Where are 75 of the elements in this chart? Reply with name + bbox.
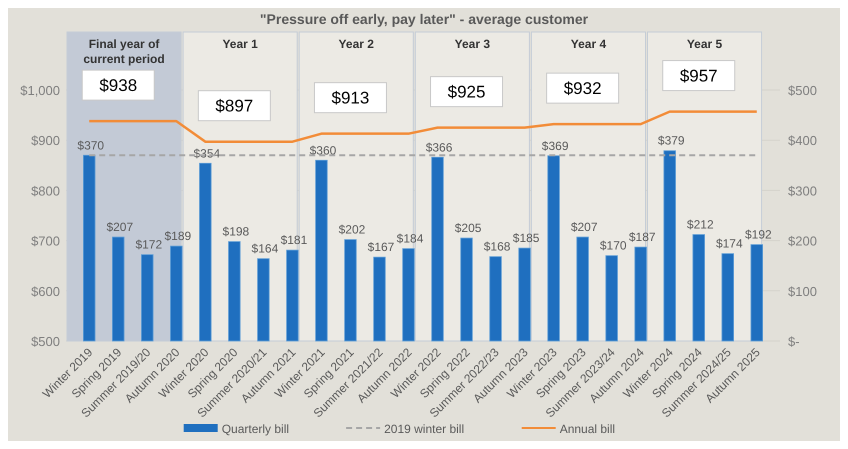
data-label: $168 [484, 240, 511, 254]
y2-tick-label: $200 [788, 234, 817, 249]
data-label: $957 [680, 66, 718, 86]
legend-label: Annual bill [560, 422, 616, 436]
data-label: $913 [332, 88, 370, 108]
bar [750, 244, 763, 342]
bar [722, 253, 734, 342]
bar [112, 236, 124, 342]
data-label: $170 [600, 238, 627, 253]
bar [489, 256, 502, 342]
data-label: $207 [106, 220, 134, 234]
text: Year 3 [454, 37, 490, 51]
legend-label: Quarterly bill [222, 422, 290, 436]
data-label: $369 [542, 138, 569, 153]
data-label: $187 [628, 230, 656, 244]
bar [199, 162, 212, 342]
data-label: $379 [658, 134, 685, 148]
y2-tick-label: $500 [788, 83, 817, 98]
bar [228, 241, 241, 342]
legend-label: 2019 winter bill [384, 422, 464, 436]
data-label: $167 [368, 240, 395, 254]
data-label: $172 [135, 238, 162, 252]
y-tick-label: $500 [31, 334, 60, 349]
y-tick-label: $1,000 [20, 83, 60, 98]
bar [547, 155, 560, 342]
data-label: $181 [280, 233, 308, 248]
data-label: $164 [252, 242, 279, 256]
bar [141, 254, 154, 342]
data-label: $202 [338, 222, 366, 237]
bar [605, 255, 618, 342]
bar [170, 246, 182, 342]
bar [83, 154, 96, 342]
y2-tick-label: $300 [788, 183, 817, 198]
bar [664, 150, 676, 342]
data-label: $189 [164, 229, 192, 244]
bar [518, 248, 531, 342]
y-tick-label: $900 [31, 133, 60, 148]
bar [344, 239, 357, 342]
data-label: $212 [686, 218, 714, 232]
bar [402, 248, 415, 342]
data-label: $938 [99, 76, 138, 96]
data-label: $897 [215, 96, 254, 116]
y-tick-label: $800 [31, 183, 60, 198]
text: Final year of current period [83, 37, 165, 66]
bar [634, 246, 647, 342]
bar [373, 256, 386, 342]
y2-tick-label: $100 [788, 284, 817, 299]
chart-title: "Pressure off early, pay later" - average customer [260, 11, 589, 27]
data-label: $198 [222, 224, 250, 239]
data-label: $205 [454, 221, 482, 236]
bar [431, 156, 444, 342]
bar [315, 160, 328, 342]
y-tick-label: $600 [31, 284, 60, 299]
bar [460, 238, 473, 342]
data-label: $174 [716, 236, 743, 251]
text: Year 5 [686, 37, 723, 51]
bar [286, 250, 299, 342]
data-label: $360 [310, 143, 337, 158]
y2-tick-label: $- [788, 334, 800, 349]
data-label: $366 [426, 140, 453, 154]
text: Year 1 [222, 37, 258, 51]
data-label: $370 [77, 138, 104, 152]
text: Year 2 [338, 37, 374, 51]
data-label: $932 [564, 79, 602, 98]
data-label: $925 [448, 82, 486, 102]
data-label: $207 [570, 220, 598, 234]
data-label: $185 [512, 231, 540, 246]
y2-tick-label: $400 [788, 133, 817, 148]
text: Year 4 [570, 37, 606, 51]
bar [257, 258, 270, 342]
data-label: $192 [744, 228, 772, 242]
data-label: $184 [396, 232, 424, 246]
y-tick-label: $700 [31, 234, 60, 249]
bar [692, 234, 705, 342]
bar [576, 236, 589, 342]
